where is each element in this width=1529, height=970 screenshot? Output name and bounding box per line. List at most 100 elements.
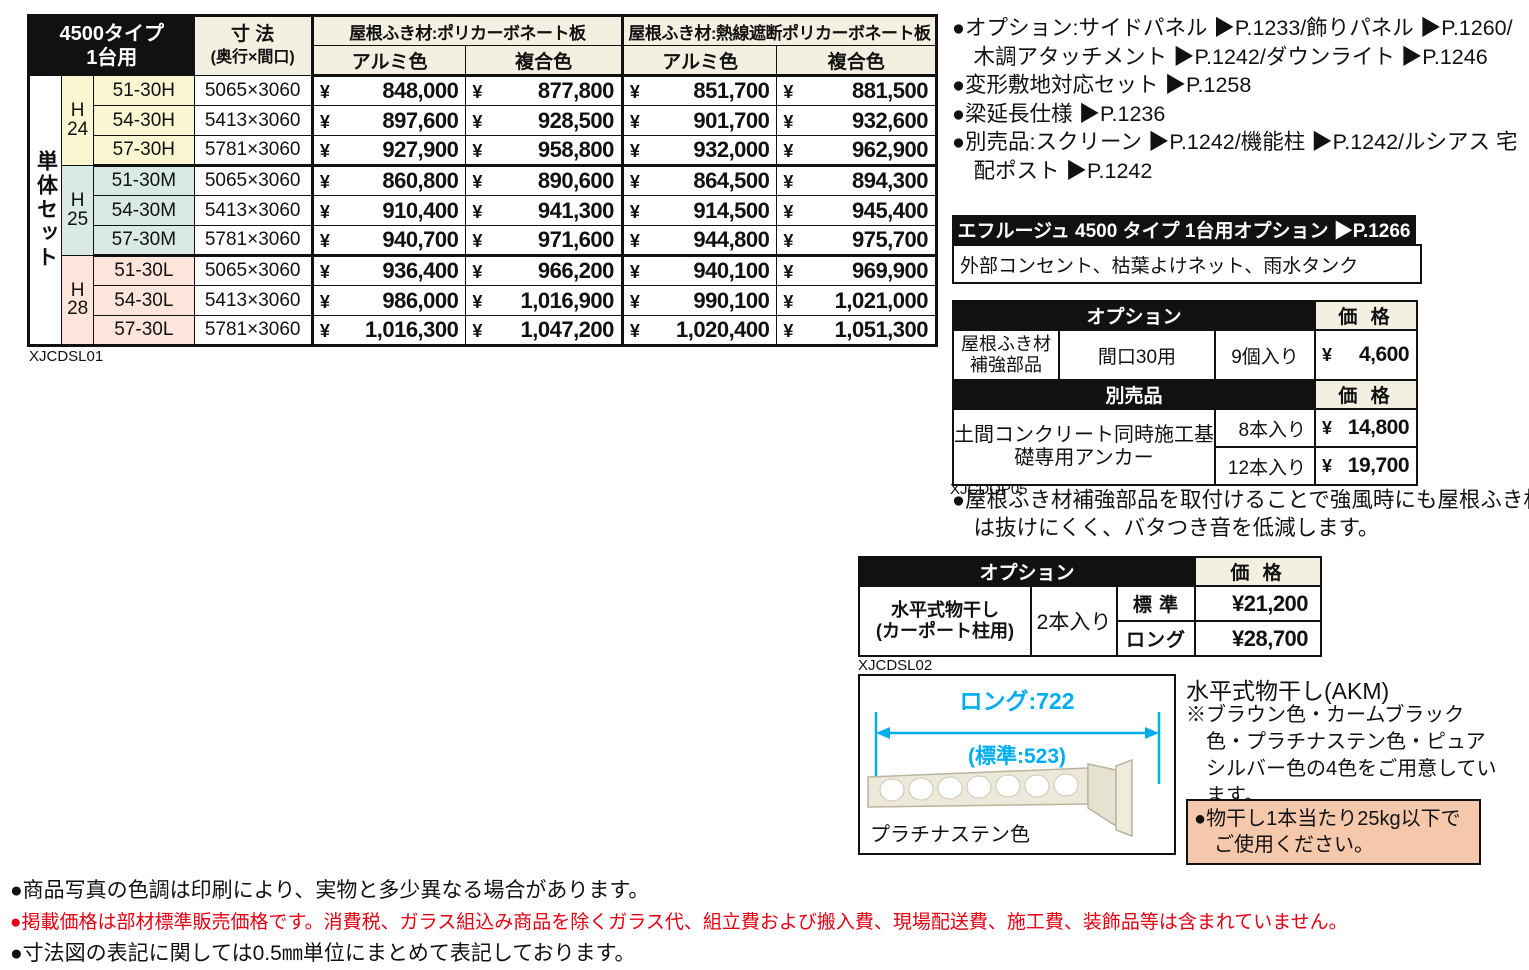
size-code-cell: 54-30H [93,105,195,136]
dryer-color-note: ※ブラウン色・カームブラック色・プラチナステン色・ピュアシルバー色の4色をご用意… [1186,704,1497,807]
group2-alumi-header: アルミ色 [620,45,778,77]
price-cell: ¥1,020,400 [620,315,778,346]
table-row: H 28 51-30L 5065×3060 ¥936,400 ¥966,200 ¥… [29,255,937,346]
table-title-line2: 1台用 [86,47,138,69]
price-cell: ¥927,900 [310,135,467,167]
dimension-cell: 5781×3060 [193,225,313,257]
price-cell: ¥14,800 [1314,408,1419,448]
price-cell: ¥944,800 [620,225,778,257]
table-row: 屋根ふき材補強部品 間口30用 9個入り ¥4,600 [952,329,1419,381]
besturi-header: 別売品 [951,379,1317,410]
table-title: 4500タイプ 1台用 [28,15,195,76]
price-cell: ¥28,700 [1194,620,1323,657]
price-cell: ¥969,900 [776,255,937,286]
price-cell: ¥21,200 [1194,585,1323,622]
option-banner-items: 外部コンセント、枯葉よけネット、雨水タンク [952,244,1422,284]
price-cell: ¥940,100 [620,255,778,286]
price-cell: ¥910,400 [310,195,467,226]
variant-label-cell: ロング [1115,620,1197,657]
part-qty-cell: 2本入り [1030,585,1118,657]
price-cell: ¥975,700 [776,225,937,257]
size-code-cell: 51-30M [93,165,195,196]
price-cell: ¥19,700 [1314,446,1419,486]
dimension-long-label: ロング:722 [959,688,1075,714]
table-row: 土間コンクリート同時施工基礎専用アンカー 8本入り ¥14,800 [952,408,1419,486]
price-cell: ¥4,600 [1314,329,1419,381]
table-row: H 25 51-30M 5065×3060 ¥860,800 ¥890,600 ¥… [29,165,937,256]
height-group-h25: H 25 [61,165,95,256]
price-cell: ¥1,047,200 [465,315,623,346]
part-spec-cell: 間口30用 [1058,329,1216,381]
group1-fukugo-header: 複合色 [465,45,623,77]
option-reference-item: ●オプション:サイドパネル ▶P.1233/飾りパネル ▶P.1260/木調アタ… [952,16,1513,69]
dimension-cell: 5413×3060 [193,195,313,226]
part-name-cell: 水平式物干し (カーポート柱用) [858,585,1032,657]
part-qty-cell: 12本入り [1213,446,1317,486]
size-code-cell: 54-30L [93,285,195,316]
price-cell: ¥864,500 [620,165,778,196]
size-code-cell: 57-30L [93,315,195,346]
price-cell: ¥945,400 [776,195,937,226]
variant-label-cell: 標 準 [1115,585,1197,622]
price-cell: ¥860,800 [310,165,467,196]
price-cell: ¥986,000 [310,285,467,316]
table-code-label: XJCDSL02 [858,657,933,674]
price-cell: ¥932,600 [776,105,937,136]
part-qty-cell: 8本入り [1213,408,1317,448]
option-reference-item: ●梁延長仕様 ▶P.1236 [952,101,1166,126]
option-banner-title: エフルージュ 4500 タイプ 1台用オプション ▶P.1266 [952,215,1416,244]
group1-alumi-header: アルミ色 [310,45,467,77]
footer-note: ●寸法図の表記に関しては0.5㎜単位にまとめて表記しております。 [10,942,636,965]
footer-note-red: ●掲載価格は部材標準販売価格です。消費税、ガラス組込み商品を除くガラス代、組立費… [10,912,1348,933]
footer-notes: ●商品写真の色調は印刷により、実物と多少異なる場合があります。 ●掲載価格は部材… [10,874,1525,970]
table-row: 57-30M 5781×3060 ¥940,700 ¥971,600 ¥944,… [29,225,937,257]
price-cell: ¥958,800 [465,135,623,167]
option-reference-item: ●別売品:スクリーン ▶P.1242/機能柱 ▶P.1242/ルシアス 宅配ポス… [952,130,1518,183]
option-reference-item: ●変形敷地対応セット ▶P.1258 [952,73,1252,98]
table-row: 54-30L 5413×3060 ¥986,000 ¥1,016,900 ¥99… [29,285,937,316]
price-cell: ¥936,400 [310,255,467,286]
price-cell: ¥1,016,300 [310,315,467,346]
price-cell: ¥1,051,300 [776,315,937,346]
part-qty-cell: 9個入り [1213,329,1317,381]
table-row: 54-30M 5413×3060 ¥910,400 ¥941,300 ¥914,… [29,195,937,226]
table-row: 水平式物干し (カーポート柱用) 2本入り 標 準 ¥21,200 [858,585,1323,657]
dimension-cell: 5413×3060 [193,285,313,316]
price-cell: ¥932,000 [620,135,778,167]
dimension-cell: 5781×3060 [193,135,313,167]
table-row: ロング ¥28,700 [859,620,1323,657]
dryer-heading: 水平式物干し(AKM) [1186,678,1390,704]
table-row: 57-30H 5781×3060 ¥927,900 ¥958,800 ¥932,… [29,135,937,167]
size-code-cell: 51-30L [93,255,195,286]
dimension-cell: 5781×3060 [193,315,313,346]
dimension-cell: 5413×3060 [193,105,313,136]
price-cell: ¥881,500 [776,75,937,106]
table-row: 12本入り ¥19,700 [953,446,1419,486]
dryer-weight-warning-box: ●物干し1本当たり25kg以下でご使用ください。 [1186,799,1481,865]
price-cell: ¥851,700 [620,75,778,106]
price-cell: ¥928,500 [465,105,623,136]
option-header: オプション [857,556,1197,587]
dryer-dimension-diagram: ロング:722 (標準:523) プラチナステン色 [858,674,1176,855]
price-cell: ¥1,021,000 [776,285,937,316]
size-code-cell: 57-30H [93,135,195,167]
option-header: オプション [951,300,1317,331]
height-group-h28: H 28 [61,255,95,346]
table-code-label: XJCDSL01 [29,348,104,365]
footer-note: ●商品写真の色調は印刷により、実物と多少異なる場合があります。 [10,879,650,902]
table-row: 57-30L 5781×3060 ¥1,016,300 ¥1,047,200 ¥… [29,315,937,346]
option-parts-table: オプション 価 格 屋根ふき材補強部品 間口30用 9個入り ¥4,600 別売… [951,300,1419,486]
table-row: 54-30H 5413×3060 ¥897,600 ¥928,500 ¥901,… [29,105,937,136]
price-cell: ¥962,900 [776,135,937,167]
dimension-cell: 5065×3060 [193,75,313,106]
size-code-cell: 54-30M [93,195,195,226]
part-name-cell: 屋根ふき材補強部品 [952,329,1060,381]
dimension-column-header: 寸 法 (奥行×間口) [193,15,313,76]
product-color-label: プラチナステン色 [870,824,1030,846]
price-cell: ¥914,500 [620,195,778,226]
price-cell: ¥848,000 [310,75,467,106]
dimension-standard-label: (標準:523) [967,745,1067,768]
table-code-label: XJCDOP05 [950,481,1028,498]
group2-fukugo-header: 複合色 [776,45,937,77]
size-code-cell: 51-30H [93,75,195,106]
